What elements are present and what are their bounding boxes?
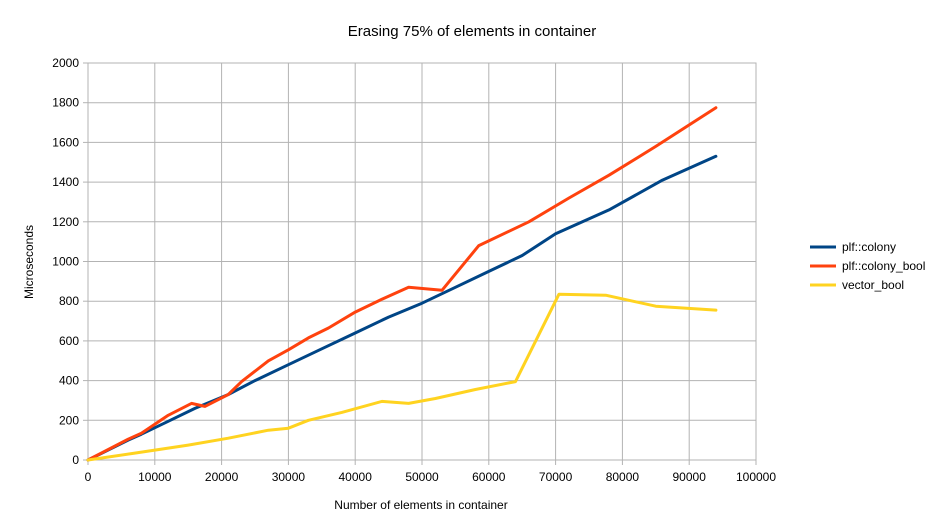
chart-title: Erasing 75% of elements in container: [348, 23, 596, 40]
x-axis-ticks: 0 10000 20000 30000 40000 50000 60000 70000 8000…: [85, 460, 776, 484]
x-tick-label: 100000: [736, 470, 776, 484]
x-tick-label: 50000: [405, 470, 439, 484]
series-line-1: [86, 106, 718, 462]
series-lines: [86, 106, 718, 462]
x-axis-label: Number of elements in container: [334, 498, 507, 512]
x-tick-label: 20000: [205, 470, 239, 484]
legend-label-0: plf::colony: [842, 240, 896, 254]
y-tick-label: 800: [59, 294, 79, 308]
series-line-0: [86, 154, 718, 462]
y-tick-label: 2000: [52, 56, 79, 70]
x-tick-label: 30000: [272, 470, 306, 484]
x-tick-label: 60000: [472, 470, 506, 484]
x-tick-label: 10000: [138, 470, 172, 484]
y-tick-label: 0: [72, 453, 79, 467]
y-tick-label: 1600: [52, 135, 79, 149]
y-axis-ticks: 0 200 400 600 800 1000 1200 1400 1600 1800 2000: [52, 56, 88, 467]
y-tick-label: 1800: [52, 96, 79, 110]
x-tick-label: 40000: [339, 470, 373, 484]
y-axis-label: Microseconds: [22, 225, 36, 299]
y-tick-label: 600: [59, 334, 79, 348]
y-tick-label: 200: [59, 413, 79, 427]
x-tick-label: 0: [85, 470, 92, 484]
x-tick-label: 90000: [673, 470, 707, 484]
x-tick-label: 70000: [539, 470, 573, 484]
legend-label-2: vector_bool: [842, 278, 904, 292]
x-tick-label: 80000: [606, 470, 640, 484]
y-tick-label: 1400: [52, 175, 79, 189]
series-line-2: [86, 292, 718, 462]
y-tick-label: 1000: [52, 255, 79, 269]
legend-label-1: plf::colony_bool: [842, 259, 925, 273]
y-tick-label: 400: [59, 374, 79, 388]
y-tick-label: 1200: [52, 215, 79, 229]
